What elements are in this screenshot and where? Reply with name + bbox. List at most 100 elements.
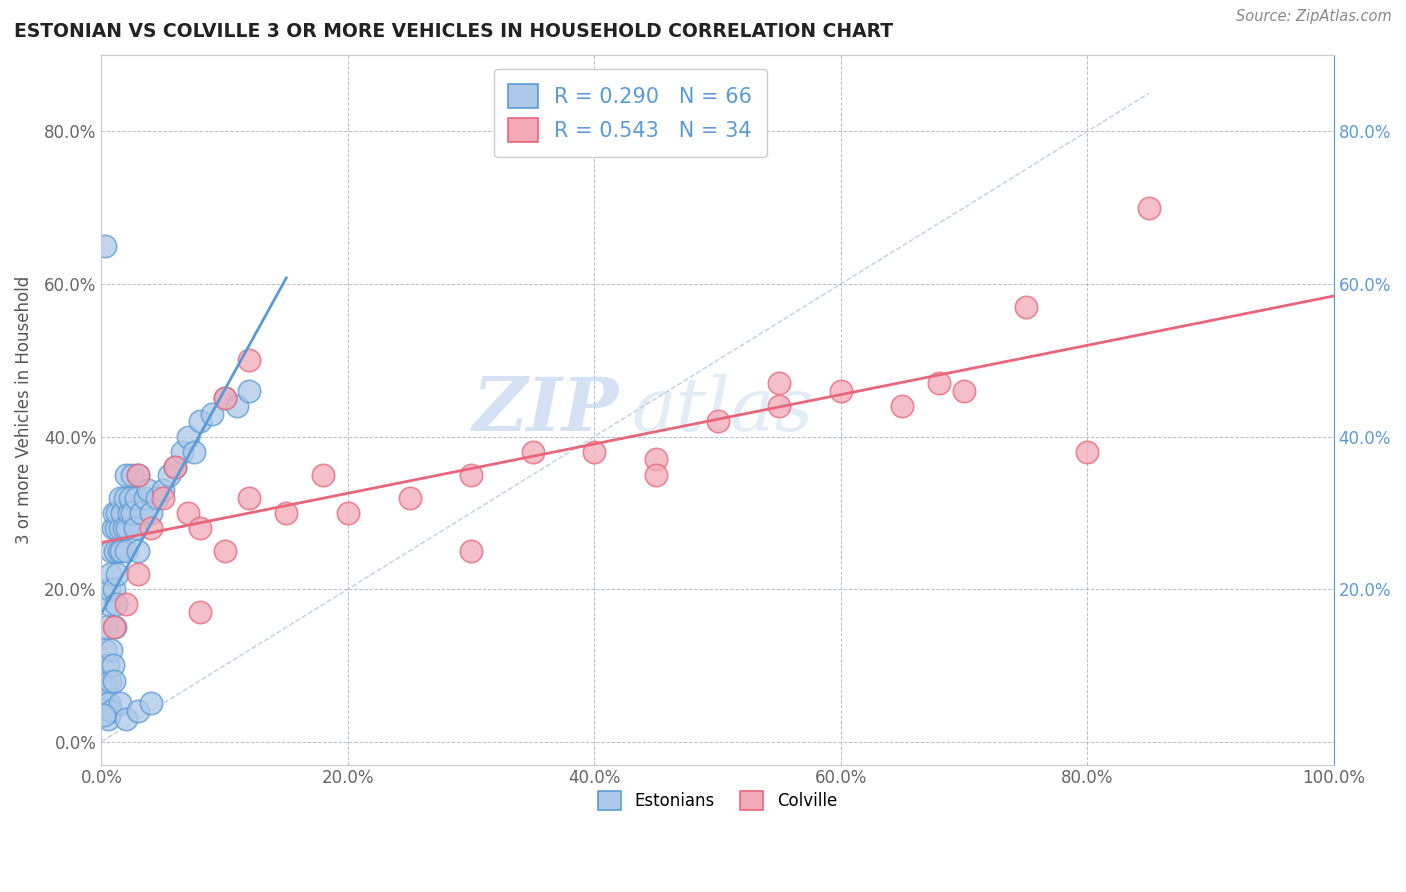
Point (1076, 444, 1098, 458)
Point (768, 376, 790, 391)
Point (101, 658, 124, 673)
Point (177, 506, 200, 520)
Point (891, 399, 914, 413)
Point (706, 414, 728, 428)
Point (112, 521, 135, 535)
Point (110, 544, 132, 558)
Point (100, 643, 122, 657)
Point (214, 392, 236, 406)
Point (214, 392, 236, 406)
Text: ESTONIAN VS COLVILLE 3 OR MORE VEHICLES IN HOUSEHOLD CORRELATION CHART: ESTONIAN VS COLVILLE 3 OR MORE VEHICLES … (14, 22, 893, 41)
Point (103, 582, 125, 596)
Point (114, 491, 136, 505)
Point (93, 697, 115, 711)
Point (928, 376, 950, 391)
Point (94, 239, 117, 253)
Text: atlas: atlas (631, 374, 814, 446)
Point (105, 521, 128, 535)
Point (336, 506, 359, 520)
Point (111, 506, 134, 520)
Text: ZIP: ZIP (472, 374, 619, 446)
Point (276, 506, 298, 520)
Point (93, 707, 115, 722)
Point (238, 384, 260, 398)
Point (101, 521, 124, 535)
Point (146, 491, 169, 505)
Point (830, 384, 852, 398)
Point (645, 452, 668, 467)
Point (201, 407, 224, 421)
Point (117, 506, 139, 520)
Point (94, 643, 117, 657)
Point (97, 658, 120, 673)
Point (98, 566, 121, 581)
Point (115, 598, 138, 612)
Point (100, 544, 122, 558)
Point (97, 712, 120, 726)
Point (188, 414, 211, 428)
Point (127, 566, 149, 581)
Point (139, 506, 162, 520)
Point (157, 467, 180, 482)
Point (96, 620, 118, 634)
Point (124, 521, 146, 535)
Point (165, 460, 187, 475)
Point (214, 544, 236, 558)
Point (238, 491, 260, 505)
Point (1014, 300, 1036, 314)
Point (645, 467, 668, 482)
Point (1137, 201, 1160, 215)
Point (121, 506, 143, 520)
Point (115, 467, 138, 482)
Y-axis label: 3 or more Vehicles in Household: 3 or more Vehicles in Household (15, 276, 32, 544)
Point (139, 521, 162, 535)
Point (108, 491, 131, 505)
Point (115, 544, 138, 558)
Point (460, 467, 482, 482)
Point (127, 544, 149, 558)
Point (118, 491, 141, 505)
Point (103, 673, 125, 688)
Point (238, 353, 260, 368)
Point (125, 491, 148, 505)
Point (105, 598, 128, 612)
Point (108, 697, 131, 711)
Point (226, 399, 249, 413)
Point (108, 521, 131, 535)
Point (107, 544, 129, 558)
Point (104, 620, 127, 634)
Point (136, 483, 159, 497)
Point (134, 491, 156, 505)
Point (165, 460, 187, 475)
Point (398, 491, 420, 505)
Point (127, 704, 149, 718)
Point (522, 444, 544, 458)
Point (953, 384, 976, 398)
Point (97, 598, 120, 612)
Point (117, 521, 139, 535)
Point (460, 544, 482, 558)
Point (96, 681, 118, 696)
Point (139, 697, 162, 711)
Point (100, 704, 122, 718)
Point (127, 467, 149, 482)
Point (188, 521, 211, 535)
Point (107, 506, 129, 520)
Point (129, 506, 152, 520)
Point (94, 673, 117, 688)
Point (188, 605, 211, 619)
Point (103, 506, 125, 520)
Point (115, 712, 138, 726)
Point (121, 467, 143, 482)
Point (312, 467, 335, 482)
Point (98, 673, 121, 688)
Point (97, 697, 120, 711)
Point (170, 444, 193, 458)
Point (183, 444, 205, 458)
Point (127, 467, 149, 482)
Point (107, 566, 129, 581)
Text: Source: ZipAtlas.com: Source: ZipAtlas.com (1236, 9, 1392, 24)
Point (583, 444, 606, 458)
Point (177, 429, 200, 443)
Point (97, 582, 120, 596)
